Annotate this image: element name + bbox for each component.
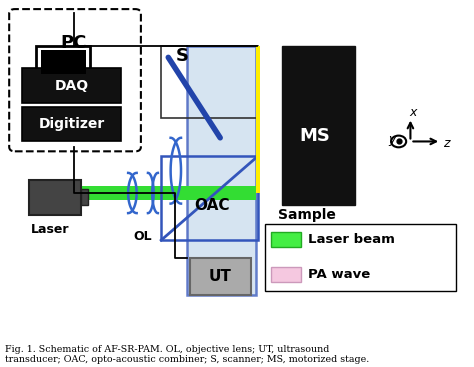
Text: OL: OL [133,230,152,243]
FancyBboxPatch shape [81,189,88,206]
FancyBboxPatch shape [22,68,121,103]
FancyBboxPatch shape [57,186,187,200]
Text: UT: UT [209,269,232,284]
Text: OAC: OAC [194,198,230,213]
FancyBboxPatch shape [187,46,255,295]
FancyBboxPatch shape [187,186,255,200]
FancyBboxPatch shape [282,46,355,206]
Text: y: y [389,133,396,146]
Text: z: z [444,137,450,150]
FancyBboxPatch shape [36,46,91,77]
FancyBboxPatch shape [41,50,86,74]
FancyBboxPatch shape [29,180,81,215]
Text: Fig. 1. Schematic of AF-SR-PAM. OL, objective lens; UT, ultrasound
transducer; O: Fig. 1. Schematic of AF-SR-PAM. OL, obje… [5,345,370,364]
Text: PC: PC [61,34,87,52]
Text: DAQ: DAQ [55,79,89,93]
FancyBboxPatch shape [271,267,301,282]
FancyBboxPatch shape [265,224,456,291]
Text: Sample: Sample [278,208,336,222]
Text: Laser: Laser [31,223,70,236]
Text: Digitizer: Digitizer [38,117,105,131]
Text: PA wave: PA wave [308,268,370,281]
Text: Laser beam: Laser beam [308,233,394,246]
Text: MS: MS [299,127,330,145]
Text: S: S [176,47,189,65]
Text: x: x [409,106,417,119]
FancyBboxPatch shape [190,258,251,295]
FancyBboxPatch shape [271,232,301,247]
FancyBboxPatch shape [187,46,255,295]
FancyBboxPatch shape [255,46,260,193]
FancyBboxPatch shape [22,107,121,141]
